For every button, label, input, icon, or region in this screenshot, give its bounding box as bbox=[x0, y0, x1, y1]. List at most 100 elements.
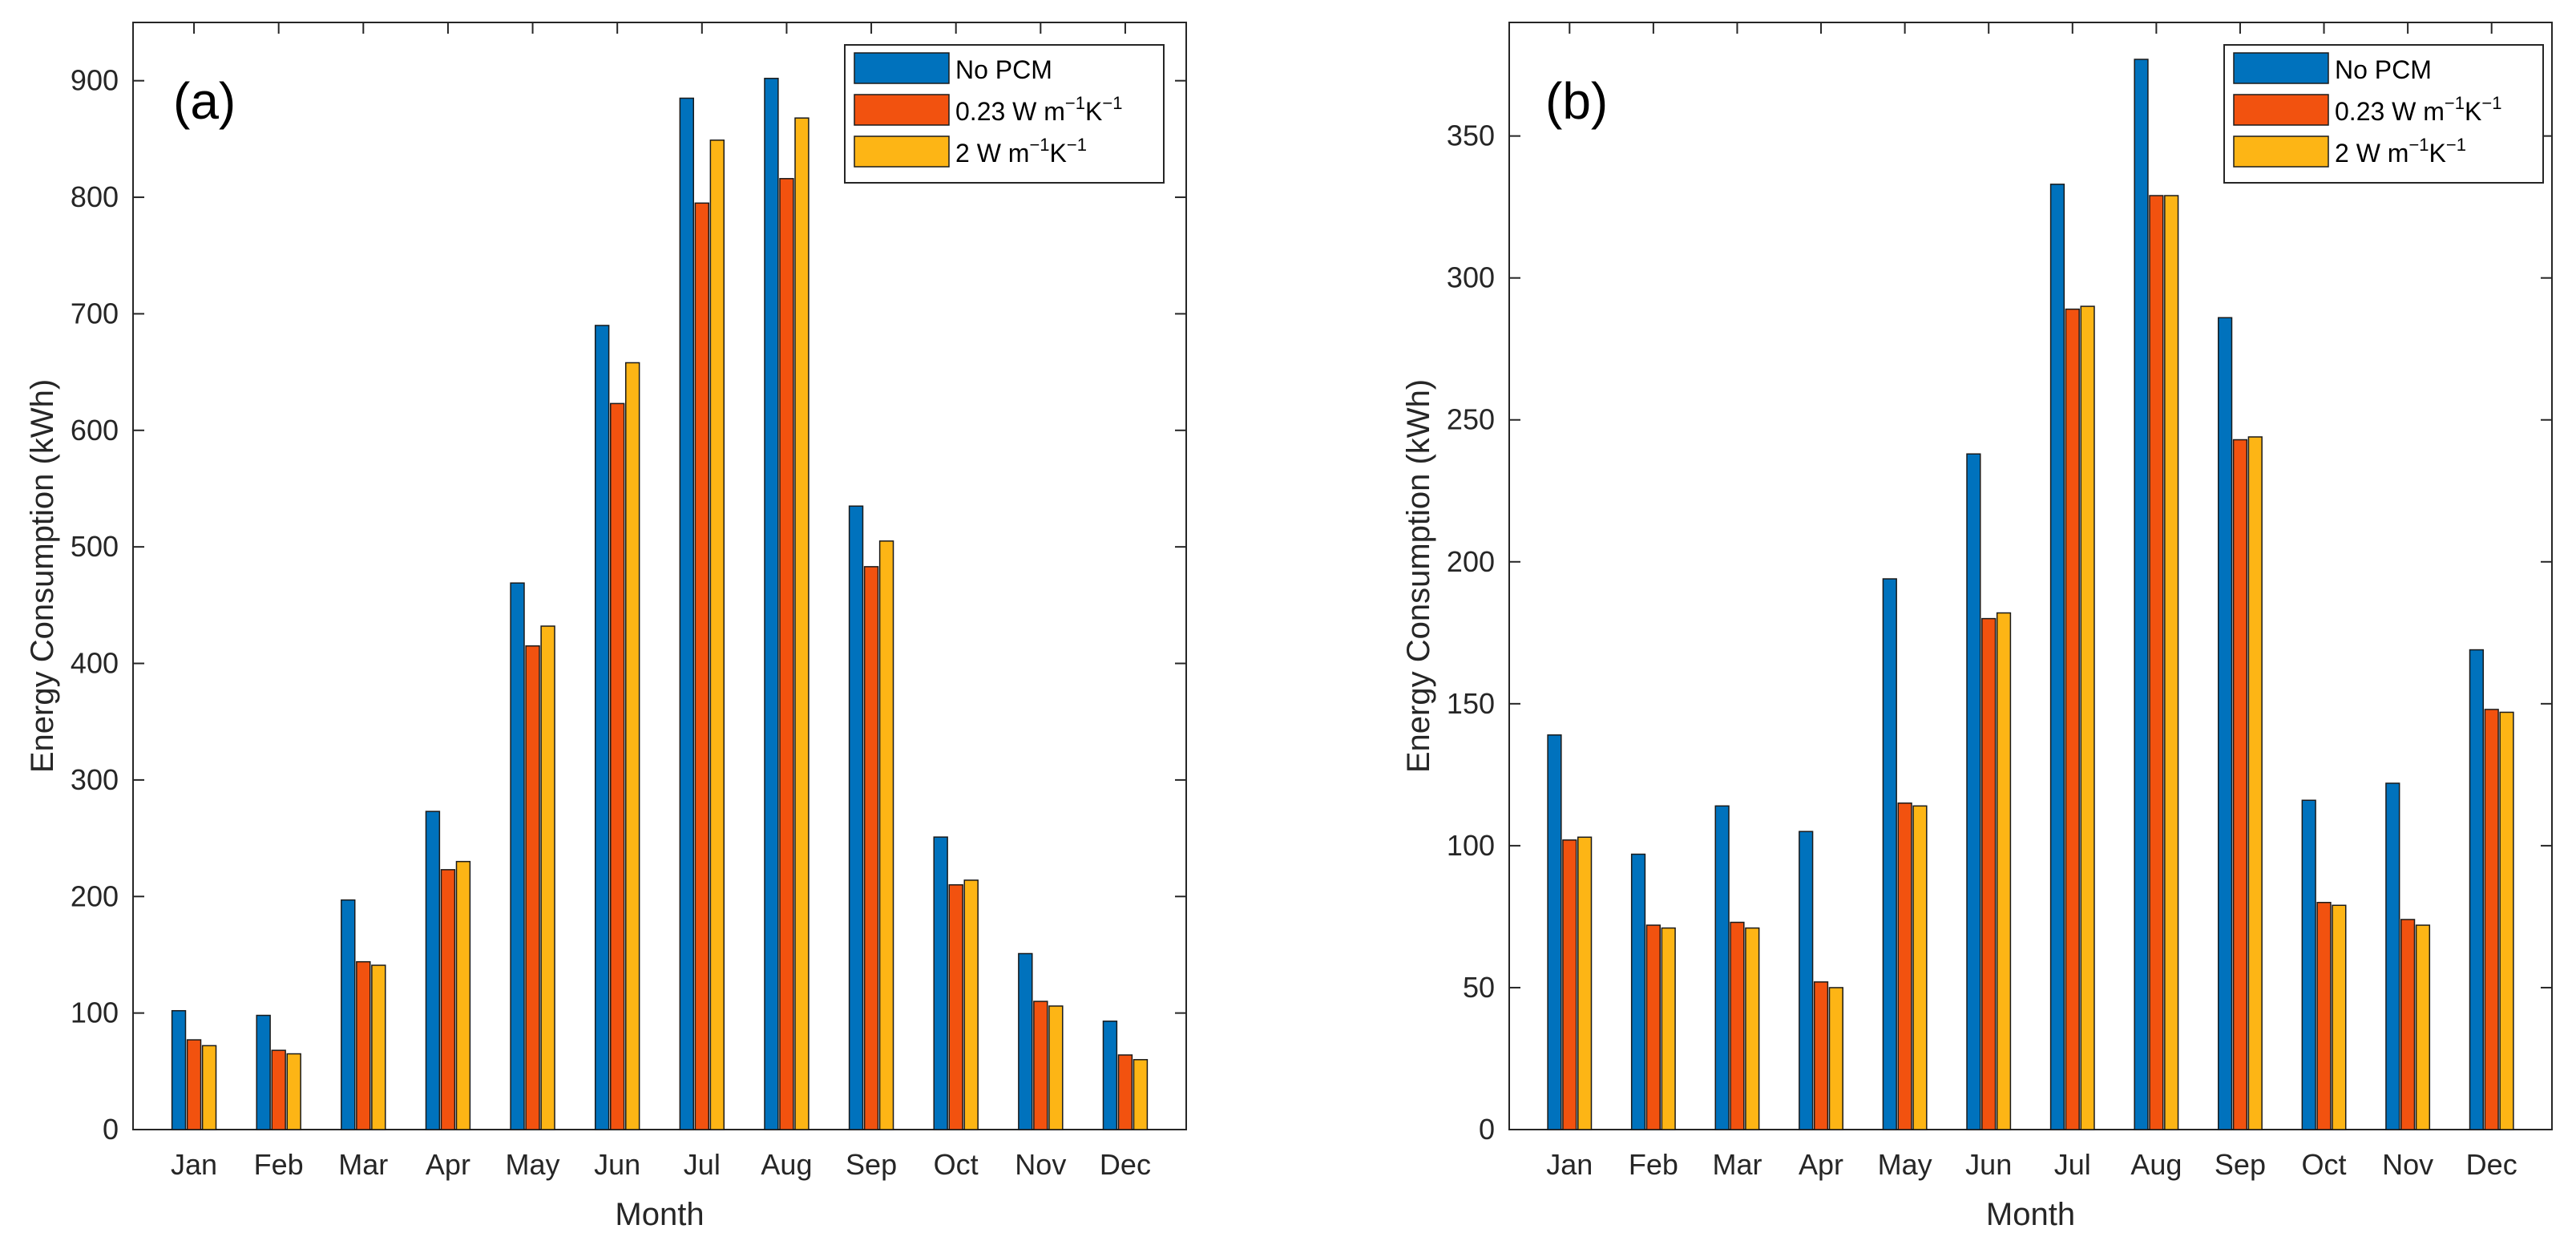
y-tick-label: 700 bbox=[71, 297, 119, 329]
x-tick-label-may: May bbox=[506, 1148, 560, 1181]
y-tick-label: 600 bbox=[71, 414, 119, 447]
x-tick-label-dec: Dec bbox=[1100, 1148, 1151, 1181]
bar-k2-dec bbox=[2499, 711, 2514, 1130]
x-tick-label-oct: Oct bbox=[2302, 1148, 2347, 1181]
bar-k023-aug bbox=[779, 178, 794, 1130]
x-tick-label-mar: Mar bbox=[338, 1148, 388, 1181]
bar-no_pcm-feb bbox=[1630, 853, 1646, 1130]
y-tick-label: 800 bbox=[71, 180, 119, 213]
legend-swatch-no_pcm bbox=[854, 52, 950, 84]
bar-k023-may bbox=[525, 645, 540, 1130]
bar-k023-oct bbox=[2316, 901, 2332, 1130]
bar-k2-jul bbox=[709, 139, 725, 1130]
bar-k023-sep bbox=[863, 566, 879, 1130]
bar-no_pcm-may bbox=[1882, 578, 1897, 1130]
bar-k023-feb bbox=[271, 1049, 286, 1130]
bar-k023-jun bbox=[1981, 617, 1997, 1130]
bar-k023-dec bbox=[2484, 709, 2499, 1130]
legend-entry-no_pcm: No PCM bbox=[955, 55, 1052, 84]
bar-no_pcm-dec bbox=[1102, 1021, 1118, 1130]
y-tick-label: 200 bbox=[71, 879, 119, 912]
bar-no_pcm-jan bbox=[1547, 734, 1562, 1130]
bar-k2-aug bbox=[794, 117, 810, 1130]
y-tick-label: 900 bbox=[71, 64, 119, 97]
y-tick-label: 50 bbox=[1463, 971, 1495, 1004]
x-tick-label-jan: Jan bbox=[171, 1148, 217, 1181]
legend-swatch-no_pcm bbox=[2233, 52, 2329, 84]
bar-no_pcm-aug bbox=[764, 78, 779, 1130]
y-tick-label: 100 bbox=[1447, 829, 1495, 862]
x-tick-label-feb: Feb bbox=[1629, 1148, 1678, 1181]
x-tick-label-oct: Oct bbox=[934, 1148, 979, 1181]
bar-no_pcm-sep bbox=[848, 505, 864, 1130]
bar-k2-jul bbox=[2080, 305, 2095, 1130]
bar-k023-mar bbox=[1730, 921, 1745, 1130]
panel-label: (a) bbox=[173, 72, 236, 130]
bar-k2-oct bbox=[2332, 904, 2347, 1130]
bar-k2-feb bbox=[286, 1053, 301, 1130]
x-tick-label-jul: Jul bbox=[2054, 1148, 2091, 1181]
legend-swatch-k2 bbox=[2233, 135, 2329, 168]
bar-k023-nov bbox=[1033, 1001, 1048, 1130]
y-tick-label: 200 bbox=[1447, 545, 1495, 578]
legend-entry-k2: 2 W m−1K−1 bbox=[955, 135, 1087, 168]
bar-no_pcm-mar bbox=[341, 899, 356, 1130]
panel-label: (b) bbox=[1545, 72, 1608, 130]
bar-no_pcm-mar bbox=[1714, 805, 1730, 1130]
x-axis-title: Month bbox=[615, 1197, 704, 1232]
plot-area-frame bbox=[132, 22, 1187, 1130]
y-tick-label: 0 bbox=[1479, 1113, 1495, 1146]
bar-k023-aug bbox=[2149, 195, 2164, 1130]
legend: No PCM 0.23 W m−1K−1 2 W m−1K−1 bbox=[2223, 44, 2544, 184]
x-tick-label-dec: Dec bbox=[2466, 1148, 2517, 1181]
bar-k023-nov bbox=[2400, 919, 2416, 1130]
y-tick-label: 500 bbox=[71, 530, 119, 563]
x-tick-label-apr: Apr bbox=[426, 1148, 470, 1181]
bar-no_pcm-may bbox=[510, 582, 525, 1130]
y-tick-label: 0 bbox=[103, 1113, 119, 1146]
x-tick-label-sep: Sep bbox=[2215, 1148, 2266, 1181]
bar-k2-oct bbox=[963, 879, 979, 1130]
chart-panel-b: 0 50 100 150 200 250 300 350 Jan Feb Mar Apr May Jun J… bbox=[1401, 22, 2553, 1232]
bar-k2-apr bbox=[1828, 987, 1843, 1130]
bar-no_pcm-sep bbox=[2218, 317, 2233, 1130]
x-tick-label-sep: Sep bbox=[846, 1148, 897, 1181]
bar-no_pcm-jul bbox=[679, 97, 695, 1130]
bar-k023-jun bbox=[609, 402, 625, 1130]
bar-k023-apr bbox=[440, 869, 456, 1130]
legend-entry-no_pcm: No PCM bbox=[2335, 55, 2432, 84]
x-tick-label-jun: Jun bbox=[594, 1148, 640, 1181]
bar-k2-nov bbox=[2415, 924, 2431, 1130]
bar-no_pcm-oct bbox=[933, 836, 948, 1130]
bar-k2-apr bbox=[455, 860, 471, 1130]
bar-k023-sep bbox=[2232, 439, 2248, 1130]
bar-k2-jan bbox=[1577, 836, 1593, 1130]
bar-k023-jul bbox=[2065, 308, 2080, 1130]
bar-k023-jul bbox=[694, 202, 710, 1130]
bar-k023-apr bbox=[1813, 981, 1829, 1130]
bar-no_pcm-oct bbox=[2301, 799, 2316, 1130]
bar-no_pcm-apr bbox=[425, 811, 441, 1130]
x-tick-label-mar: Mar bbox=[1712, 1148, 1762, 1181]
x-tick-label-jul: Jul bbox=[684, 1148, 721, 1181]
x-tick-label-nov: Nov bbox=[2382, 1148, 2433, 1181]
bar-k2-sep bbox=[878, 540, 894, 1130]
y-axis-title: Energy Consumption (kWh) bbox=[25, 379, 60, 773]
x-axis-title: Month bbox=[1986, 1197, 2075, 1232]
bar-k2-mar bbox=[1745, 927, 1760, 1130]
bar-no_pcm-dec bbox=[2469, 649, 2484, 1130]
legend-entry-k023: 0.23 W m−1K−1 bbox=[955, 93, 1122, 126]
x-tick-label-nov: Nov bbox=[1015, 1148, 1066, 1181]
bar-k2-mar bbox=[371, 964, 386, 1130]
chart-panel-a: 0 100 200 300 400 500 600 700 800 900 Jan Feb Mar Apr… bbox=[25, 22, 1187, 1232]
x-tick-label-jan: Jan bbox=[1546, 1148, 1593, 1181]
bar-k2-aug bbox=[2164, 195, 2179, 1130]
x-tick-label-may: May bbox=[1878, 1148, 1932, 1181]
bar-no_pcm-apr bbox=[1799, 831, 1814, 1130]
plot-area-frame bbox=[1508, 22, 2553, 1130]
bar-no_pcm-jun bbox=[594, 325, 610, 1130]
bar-k023-jan bbox=[186, 1039, 202, 1130]
bar-k023-oct bbox=[948, 883, 963, 1130]
bar-k2-jun bbox=[624, 362, 640, 1130]
